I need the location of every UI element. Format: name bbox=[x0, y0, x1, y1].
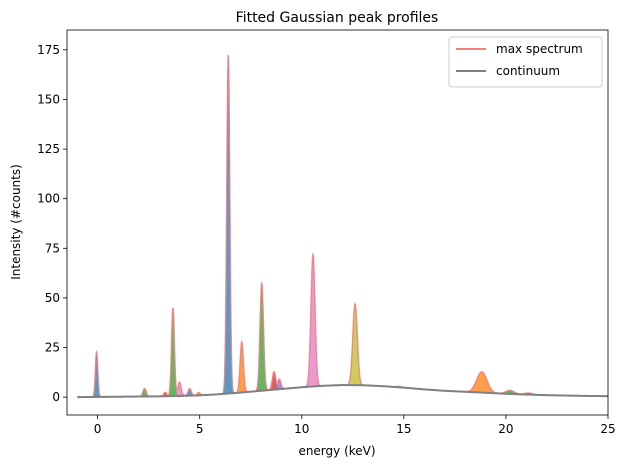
legend: max spectrum continuum bbox=[448, 36, 603, 88]
x-axis: 0 5 10 15 20 25 bbox=[94, 415, 616, 436]
y-axis-label: Intensity (#counts) bbox=[9, 164, 23, 280]
y-tick-label: 100 bbox=[37, 192, 60, 206]
y-tick-label: 125 bbox=[37, 142, 60, 156]
y-axis: 0 25 50 75 100 125 150 175 bbox=[37, 43, 67, 404]
chart-title: Fitted Gaussian peak profiles bbox=[236, 10, 439, 26]
legend-label-max-spectrum: max spectrum bbox=[496, 42, 583, 56]
y-tick-label: 175 bbox=[37, 43, 60, 57]
axes-frame bbox=[66, 29, 609, 416]
y-tick-label: 25 bbox=[45, 341, 60, 355]
x-tick-label: 0 bbox=[94, 422, 102, 436]
x-tick-label: 10 bbox=[294, 422, 309, 436]
y-tick-label: 0 bbox=[52, 390, 60, 404]
legend-label-continuum: continuum bbox=[496, 64, 560, 78]
series-group bbox=[77, 55, 608, 399]
plot-area bbox=[77, 55, 608, 399]
y-tick-label: 150 bbox=[37, 92, 60, 106]
x-tick-label: 25 bbox=[600, 422, 615, 436]
x-tick-label: 15 bbox=[396, 422, 411, 436]
y-tick-label: 75 bbox=[45, 241, 60, 255]
legend-box bbox=[448, 36, 603, 88]
continuum-line bbox=[77, 384, 608, 399]
x-tick-label: 5 bbox=[196, 422, 204, 436]
y-tick-label: 50 bbox=[45, 291, 60, 305]
x-axis-label: energy (keV) bbox=[298, 444, 375, 458]
x-tick-label: 20 bbox=[498, 422, 513, 436]
